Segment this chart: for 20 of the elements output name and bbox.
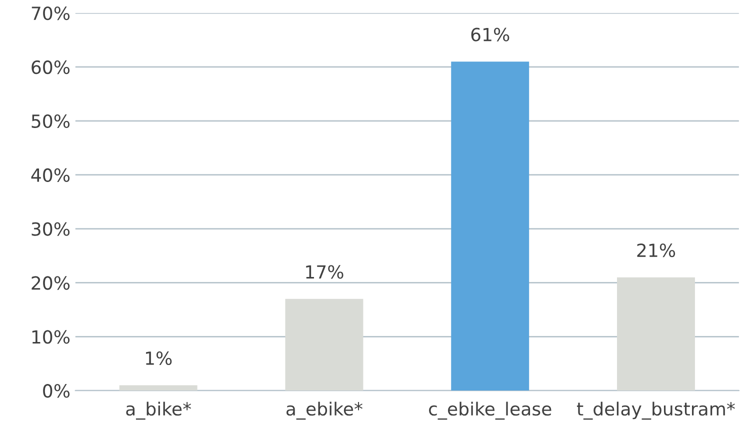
y-tick-label: 70%: [32, 6, 70, 20]
y-tick-label: 20%: [32, 276, 70, 290]
y-tick-label: 10%: [32, 330, 70, 344]
x-tick-label: c_ebike_lease: [429, 402, 552, 420]
y-tick-label: 60%: [32, 60, 70, 74]
data-label: 1%: [146, 351, 172, 366]
x-tick-label: a_ebike*: [286, 402, 362, 420]
data-label: 21%: [637, 244, 676, 258]
bar: [451, 62, 530, 391]
y-tick-label: 50%: [32, 114, 70, 128]
y-tick-label: 30%: [32, 222, 70, 236]
bar: [617, 277, 695, 391]
bar: [285, 298, 364, 391]
data-label: 61%: [471, 28, 510, 42]
y-tick-label: 0%: [43, 384, 70, 398]
y-tick-label: 40%: [31, 168, 70, 182]
bar: [119, 385, 198, 391]
x-tick-label: t_delay_bustram*: [576, 402, 735, 420]
data-label: 17%: [306, 265, 344, 279]
x-tick-label: a_bike*: [126, 402, 192, 420]
